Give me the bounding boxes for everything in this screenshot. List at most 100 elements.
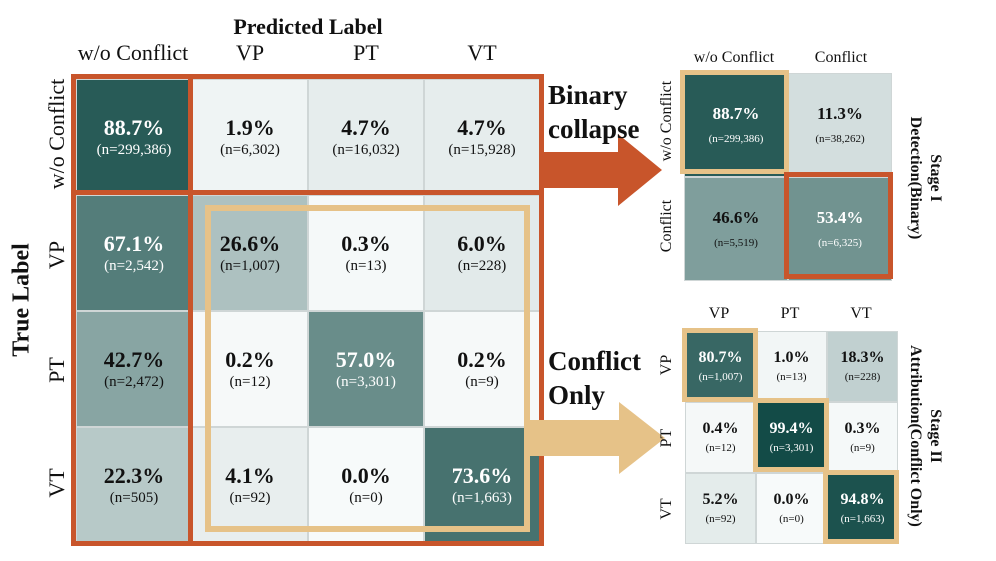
stage1-cell-count: (n=6,325) [818, 236, 862, 249]
stage2-cell-percent: 1.0% [773, 349, 810, 367]
main-cell-r2-c2: 57.0% (n=3,301) [308, 311, 424, 427]
main-cell-count: (n=6,302) [220, 141, 280, 158]
main-cell-percent: 88.7% [103, 114, 165, 140]
main-cell-r2-c3: 0.2% (n=9) [424, 311, 540, 427]
main-cell-count: (n=505) [109, 489, 159, 506]
main-cell-percent: 0.3% [341, 230, 391, 256]
main-cell-percent: 4.1% [225, 462, 275, 488]
main-cell-r3-c3: 73.6% (n=1,663) [424, 427, 540, 543]
main-cell-count: (n=1,663) [452, 489, 512, 506]
conflict-only-line1: Conflict [548, 346, 641, 376]
stage2-cell-percent: 0.3% [844, 420, 881, 438]
main-cell-percent: 0.2% [457, 346, 507, 372]
stage1-cell-r0-c0: 88.7% (n=299,386) [684, 73, 788, 177]
stage2-cell-count: (n=92) [705, 512, 736, 525]
stage2-col-label-pt: PT [780, 305, 800, 322]
main-cell-count: (n=1,007) [220, 257, 280, 274]
binary-collapse-arrow-shape [540, 134, 662, 206]
stage1-cell-r0-c1: 11.3% (n=38,262) [788, 73, 892, 177]
main-cell-count: (n=16,032) [332, 141, 400, 158]
main-cell-percent: 22.3% [103, 462, 165, 488]
binary-collapse-line2: collapse [548, 114, 640, 144]
main-cell-count: (n=228) [457, 257, 507, 274]
main-cell-count: (n=0) [349, 489, 383, 506]
main-cell-r0-c1: 1.9% (n=6,302) [192, 79, 308, 195]
main-cell-r0-c3: 4.7% (n=15,928) [424, 79, 540, 195]
stage2-col-label-vp: VP [708, 305, 730, 322]
main-cell-percent: 1.9% [225, 114, 275, 140]
main-cell-count: (n=9) [465, 373, 499, 390]
main-cell-percent: 0.0% [341, 462, 391, 488]
main-col-label-vp: VP [235, 40, 265, 65]
stage1-cell-count: (n=299,386) [708, 132, 764, 145]
stage2-cell-count: (n=3,301) [769, 441, 814, 454]
stage2-cell-r0-c2: 18.3% (n=228) [827, 331, 898, 402]
main-cell-count: (n=13) [345, 257, 387, 274]
stage2-cell-r1-c2: 0.3% (n=9) [827, 402, 898, 473]
main-col-label-pt: PT [353, 40, 379, 65]
stage2-row-label-pt: PT [658, 428, 675, 448]
main-cell-count: (n=2,472) [104, 373, 164, 390]
conflict-only-line2: Only [548, 380, 606, 410]
stage2-cell-count: (n=12) [705, 441, 736, 454]
stage2-row-label-vp: VP [658, 354, 675, 376]
stage2-cell-r1-c0: 0.4% (n=12) [685, 402, 756, 473]
main-row-label-woc: w/o Conflict [44, 78, 69, 190]
main-cell-r1-c1: 26.6% (n=1,007) [192, 195, 308, 311]
stage1-col-label-woc: w/o Conflict [693, 49, 775, 66]
main-cell-count: (n=92) [229, 489, 271, 506]
stage2-title-line2: Attribution(Conflict Only) [907, 345, 924, 527]
stage2-cell-r0-c0: 80.7% (n=1,007) [685, 331, 756, 402]
stage2-cell-percent: 18.3% [840, 349, 885, 367]
binary-collapse-line1: Binary [548, 80, 628, 110]
main-cell-r1-c3: 6.0% (n=228) [424, 195, 540, 311]
main-cell-percent: 0.2% [225, 346, 275, 372]
stage2-row-label-vt: VT [658, 498, 675, 520]
stage2-title: Stage II Attribution(Conflict Only) [905, 345, 945, 527]
main-cell-percent: 57.0% [335, 346, 397, 372]
stage1-row-label-woc: w/o Conflict [658, 80, 675, 162]
main-cell-count: (n=12) [229, 373, 271, 390]
stage2-cell-r2-c0: 5.2% (n=92) [685, 473, 756, 544]
main-cell-percent: 73.6% [451, 462, 513, 488]
stage1-cell-r1-c0: 46.6% (n=5,519) [684, 177, 788, 281]
stage2-cell-r2-c2: 94.8% (n=1,663) [827, 473, 898, 544]
main-cell-r1-c0: 67.1% (n=2,542) [76, 195, 192, 311]
stage1-cell-count: (n=38,262) [815, 132, 865, 145]
main-cell-count: (n=3,301) [336, 373, 396, 390]
stage2-cell-count: (n=9) [850, 441, 875, 454]
stage2-cell-r2-c1: 0.0% (n=0) [756, 473, 827, 544]
stage2-cell-r1-c1: 99.4% (n=3,301) [756, 402, 827, 473]
main-cell-percent: 6.0% [457, 230, 507, 256]
main-cell-count: (n=299,386) [96, 141, 172, 158]
stage2-cell-r0-c1: 1.0% (n=13) [756, 331, 827, 402]
stage1-col-label-conflict: Conflict [814, 49, 868, 66]
stage1-title: Stage I Detection(Binary) [905, 117, 945, 240]
main-cell-r1-c2: 0.3% (n=13) [308, 195, 424, 311]
main-cell-r3-c1: 4.1% (n=92) [192, 427, 308, 543]
stage2-title-line1: Stage II [927, 409, 944, 463]
binary-collapse-text: Binary collapse [548, 78, 640, 146]
main-row-label-vp: VP [44, 240, 69, 270]
main-cell-r2-c1: 0.2% (n=12) [192, 311, 308, 427]
main-cell-r0-c2: 4.7% (n=16,032) [308, 79, 424, 195]
stage2-cell-count: (n=13) [776, 370, 807, 383]
stage2-cell-percent: 94.8% [840, 491, 885, 509]
main-cell-percent: 4.7% [341, 114, 391, 140]
stage2-cell-percent: 0.4% [702, 420, 739, 438]
stage1-cell-percent: 88.7% [712, 104, 760, 124]
main-cell-count: (n=2,542) [104, 257, 164, 274]
stage2-cell-percent: 99.4% [769, 420, 814, 438]
main-cell-count: (n=15,928) [448, 141, 516, 158]
main-cell-percent: 4.7% [457, 114, 507, 140]
stage2-cell-count: (n=1,663) [840, 512, 885, 525]
stage1-row-label-conflict: Conflict [658, 199, 675, 253]
main-cell-percent: 26.6% [219, 230, 281, 256]
stage2-col-label-vt: VT [850, 305, 872, 322]
stage1-cell-percent: 11.3% [817, 104, 863, 124]
main-cell-r3-c2: 0.0% (n=0) [308, 427, 424, 543]
binary-collapse-arrow [540, 134, 662, 206]
predicted-label-title: Predicted Label [233, 14, 383, 39]
main-cell-r0-c0: 88.7% (n=299,386) [76, 79, 192, 195]
main-row-label-vt: VT [44, 468, 69, 498]
